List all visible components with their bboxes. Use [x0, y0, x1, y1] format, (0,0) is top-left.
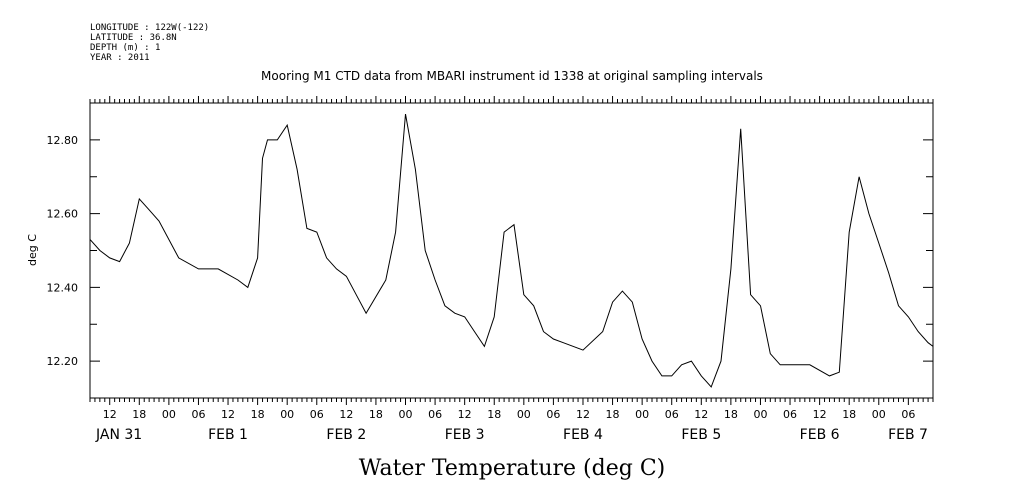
x-hour-tick-label: 06 [428, 408, 442, 421]
x-hour-tick-label: 12 [458, 408, 472, 421]
chart-title: Mooring M1 CTD data from MBARI instrumen… [261, 69, 763, 83]
x-hour-tick-label: 18 [606, 408, 620, 421]
meta-depth: DEPTH (m) : 1 [90, 43, 160, 53]
x-hour-tick-label: 06 [191, 408, 205, 421]
plot-frame [89, 102, 934, 399]
axis-labels: 12 18 00 06 12 18 00 06 12 18 00 06 12 18 00 06 12 18 00 06… [47, 134, 928, 443]
y-tick-label: 12.80 [47, 134, 79, 147]
x-hour-tick-label: 06 [546, 408, 560, 421]
x-hour-tick-label: 18 [487, 408, 501, 421]
x-axis-title: Water Temperature (deg C) [359, 456, 666, 481]
y-tick-label: 12.20 [47, 355, 79, 368]
x-date-label: FEB 3 [445, 427, 485, 443]
x-date-label: FEB 1 [208, 427, 248, 443]
x-hour-tick-label: 12 [694, 408, 708, 421]
x-hour-tick-label: 06 [901, 408, 915, 421]
x-hour-tick-label: 12 [339, 408, 353, 421]
x-date-label: FEB 6 [800, 427, 840, 443]
meta-longitude: LONGITUDE : 122W(-122) [90, 23, 209, 33]
x-hour-tick-label: 00 [753, 408, 767, 421]
x-hour-tick-label: 18 [132, 408, 146, 421]
x-date-label: FEB 2 [326, 427, 366, 443]
x-hour-tick-label: 12 [221, 408, 235, 421]
x-hour-tick-label: 12 [576, 408, 590, 421]
metadata-block: LONGITUDE : 122W(-122) LATITUDE : 36.8N … [90, 23, 209, 63]
x-hour-tick-label: 00 [280, 408, 294, 421]
x-hour-tick-label: 00 [162, 408, 176, 421]
x-hour-tick-label: 00 [635, 408, 649, 421]
meta-latitude: LATITUDE : 36.8N [90, 33, 177, 43]
x-hour-tick-label: 18 [842, 408, 856, 421]
x-hour-tick-label: 12 [103, 408, 117, 421]
x-hour-tick-label: 00 [399, 408, 413, 421]
x-hour-tick-label: 18 [724, 408, 738, 421]
x-hour-tick-label: 06 [310, 408, 324, 421]
y-tick-label: 12.60 [47, 208, 79, 221]
y-tick-label: 12.40 [47, 281, 79, 294]
x-date-label: FEB 4 [563, 427, 603, 443]
x-date-label: FEB 5 [681, 427, 721, 443]
x-hour-tick-label: 06 [783, 408, 797, 421]
x-date-label: JAN 31 [95, 427, 142, 443]
x-hour-tick-label: 00 [872, 408, 886, 421]
axis-ticks [89, 96, 934, 405]
x-hour-tick-label: 18 [251, 408, 265, 421]
series-line [89, 114, 934, 388]
x-hour-tick-label: 18 [369, 408, 383, 421]
x-hour-tick-label: 12 [813, 408, 827, 421]
x-date-label: FEB 7 [888, 427, 928, 443]
meta-year: YEAR : 2011 [90, 53, 150, 63]
x-hour-tick-label: 06 [665, 408, 679, 421]
y-axis-label: deg C [26, 234, 39, 266]
x-hour-tick-label: 00 [517, 408, 531, 421]
